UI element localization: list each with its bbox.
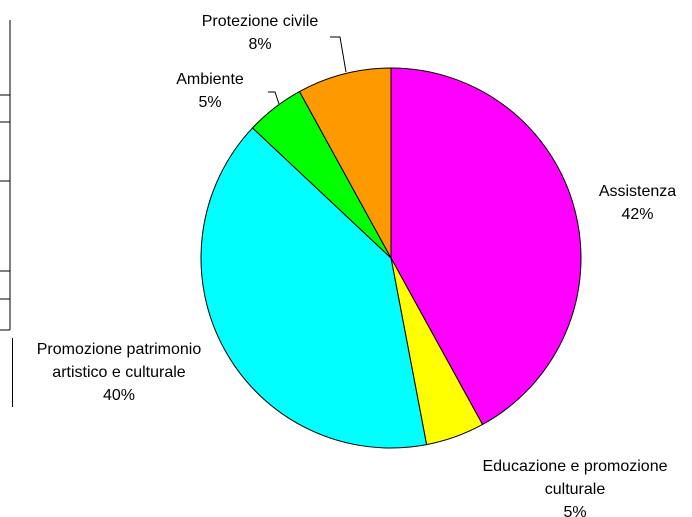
- value-label: 8%: [248, 36, 272, 53]
- slice-label: Protezione civile 8%: [175, 10, 345, 56]
- category-name: Ambiente: [176, 71, 244, 88]
- value-label: 5%: [563, 504, 587, 517]
- category-name: Educazione e promozione culturale: [482, 458, 668, 498]
- value-label: 42%: [621, 206, 654, 223]
- value-label: 40%: [102, 387, 136, 404]
- table-fragment: [0, 20, 11, 331]
- pie-slice: [200, 127, 428, 449]
- slice-label: Ambiente 5%: [160, 68, 260, 114]
- slice-label: Educazione e promozione culturale 5%: [455, 455, 692, 517]
- category-name: Assistenza: [598, 183, 677, 200]
- pie-slice: [298, 67, 392, 259]
- slice-label: Assistenza 42%: [580, 180, 692, 226]
- category-name: Protezione civile: [201, 13, 319, 30]
- pie-slice: [390, 67, 582, 426]
- category-name: Promozione patrimonio artistico e cultur…: [36, 341, 202, 381]
- leader-lines: [268, 36, 347, 105]
- value-label: 5%: [198, 94, 222, 111]
- slice-label: Promozione patrimonio artistico e cultur…: [12, 338, 225, 407]
